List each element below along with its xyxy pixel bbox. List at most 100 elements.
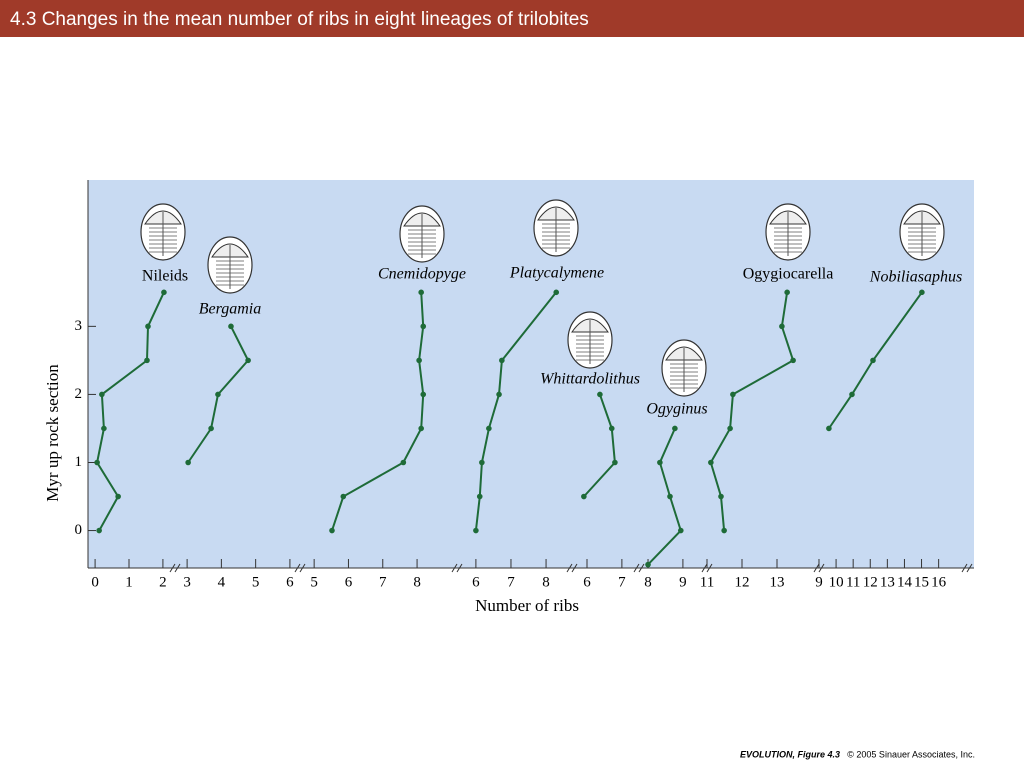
- data-point: [870, 357, 876, 364]
- footer-figure: EVOLUTION, Figure 4.3: [740, 749, 840, 759]
- axis-break: [961, 563, 973, 573]
- data-point: [597, 391, 603, 398]
- data-point: [340, 493, 347, 500]
- x-tick-label: 11: [700, 574, 714, 590]
- data-point: [145, 323, 151, 330]
- x-tick-label: 6: [345, 574, 353, 590]
- data-point: [784, 289, 790, 296]
- trilobite-icon: [207, 236, 253, 294]
- data-point: [144, 357, 150, 364]
- trilobite-icon: [661, 339, 707, 397]
- trilobite-icon: [899, 203, 945, 261]
- x-axis-label: Number of ribs: [475, 596, 579, 615]
- x-tick-label: 6: [583, 574, 591, 590]
- data-point: [730, 391, 736, 398]
- data-point: [849, 391, 855, 398]
- y-tick-label: 0: [75, 522, 83, 538]
- trilobite-icon: [567, 311, 613, 369]
- x-tick-label: 13: [880, 574, 895, 590]
- data-point: [657, 459, 663, 466]
- lineage-line: [331, 292, 425, 531]
- x-tick-label: 3: [183, 574, 191, 590]
- lineage-line: [828, 291, 923, 430]
- data-point: [727, 425, 733, 432]
- lineage-line: [709, 292, 795, 531]
- lineage-label: Nobiliasaphus: [869, 269, 962, 286]
- trilobite-icon: [533, 199, 579, 257]
- axis-break: [701, 563, 713, 573]
- data-point: [645, 561, 651, 568]
- data-point: [708, 459, 714, 466]
- data-point: [612, 459, 618, 466]
- x-tick-label: 12: [863, 574, 878, 590]
- data-point: [101, 425, 107, 432]
- footer-credit: © 2005 Sinauer Associates, Inc.: [847, 749, 975, 759]
- data-point: [329, 527, 335, 534]
- lineage-label: Nileids: [142, 268, 188, 285]
- data-point: [919, 289, 925, 296]
- x-tick-label: 9: [815, 574, 823, 590]
- lineage-label: Cnemidopyge: [378, 266, 466, 283]
- x-tick-label: 10: [829, 574, 844, 590]
- x-tick-label: 7: [618, 574, 626, 590]
- data-point: [208, 425, 214, 432]
- data-point: [400, 459, 407, 466]
- x-tick-label: 5: [252, 574, 260, 590]
- x-tick-label: 4: [218, 574, 226, 590]
- lineage-label: Bergamia: [199, 301, 262, 318]
- x-tick-label: 0: [91, 574, 99, 590]
- lineage-line: [96, 291, 165, 532]
- data-point: [418, 289, 424, 296]
- data-point: [245, 357, 251, 364]
- lineage-line: [583, 394, 616, 498]
- lineage-label: Ogyginus: [646, 401, 707, 418]
- data-point: [420, 323, 427, 330]
- data-point: [718, 493, 724, 500]
- data-point: [418, 425, 424, 432]
- data-point: [215, 391, 221, 398]
- lineage-label: Platycalymene: [509, 265, 604, 282]
- data-point: [96, 527, 102, 534]
- data-point: [420, 391, 427, 398]
- slide-title: 4.3 Changes in the mean number of ribs i…: [10, 9, 589, 30]
- axis-break: [451, 563, 463, 573]
- x-tick-label: 15: [914, 574, 929, 590]
- x-tick-label: 8: [542, 574, 550, 590]
- data-point: [115, 493, 121, 500]
- data-point: [581, 493, 587, 500]
- lineage-label: Whittardolithus: [540, 371, 640, 388]
- x-tick-label: 2: [159, 574, 167, 590]
- x-tick-label: 9: [679, 574, 687, 590]
- data-point: [672, 425, 678, 432]
- x-tick-label: 16: [931, 574, 947, 590]
- data-point: [416, 357, 422, 364]
- axis-break: [633, 563, 645, 573]
- x-tick-label: 5: [310, 574, 318, 590]
- data-point: [486, 425, 492, 432]
- plot-area: [88, 180, 974, 568]
- x-tick-label: 6: [286, 574, 294, 590]
- data-point: [228, 323, 234, 330]
- data-point: [608, 425, 615, 432]
- x-tick-label: 1: [125, 574, 133, 590]
- x-tick-label: 13: [770, 574, 785, 590]
- data-point: [553, 289, 560, 296]
- trilobite-icon: [765, 203, 811, 261]
- data-point: [721, 527, 727, 534]
- lineage-label: Ogygiocarella: [743, 266, 834, 283]
- x-tick-label: 11: [846, 574, 860, 590]
- x-tick-label: 12: [735, 574, 750, 590]
- data-point: [476, 493, 483, 500]
- data-point: [473, 527, 479, 534]
- data-point: [499, 357, 505, 364]
- x-tick-label: 8: [644, 574, 652, 590]
- data-point: [94, 459, 100, 466]
- data-point: [678, 527, 684, 534]
- axis-break: [294, 563, 306, 573]
- data-point: [99, 391, 105, 398]
- y-axis-label: Myr up rock section: [43, 364, 62, 502]
- y-tick-label: 3: [75, 318, 83, 334]
- x-tick-label: 7: [507, 574, 515, 590]
